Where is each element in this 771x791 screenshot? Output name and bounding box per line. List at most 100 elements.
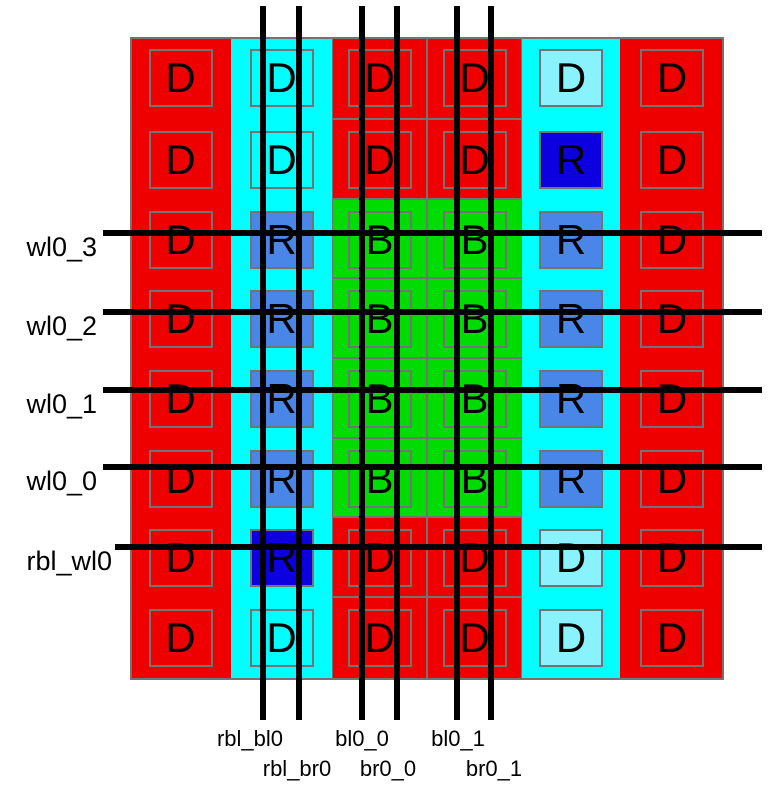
cell-d-r8c6: D — [640, 609, 704, 667]
cell-letter: R — [555, 216, 587, 263]
cell-d-r6c1: D — [148, 450, 213, 508]
bitline-rbl_br0 — [296, 6, 302, 720]
bitline-label-br0_0: br0_0 — [359, 756, 417, 781]
wordline-wl0_1 — [103, 387, 762, 393]
cell-d-r4c6: D — [640, 290, 704, 348]
wordline-label-wl0_3: wl0_3 — [26, 232, 97, 262]
cell-letter: D — [266, 54, 297, 101]
cell-letter: D — [656, 614, 688, 661]
cell-frame — [332, 278, 427, 358]
bitline-br0_1 — [488, 6, 494, 720]
cell-b-r3c4: B — [442, 211, 507, 269]
cell-frame — [427, 278, 522, 358]
cell-letter: D — [555, 534, 587, 581]
bitline-br0_0 — [394, 6, 400, 720]
cell-d-r2c4: D — [442, 131, 507, 189]
cell-frame — [332, 119, 427, 199]
cell-b-r5c4: B — [442, 370, 507, 428]
cell-letter: D — [364, 614, 395, 661]
cell-frame — [427, 438, 522, 517]
cell-d-r2c3: D — [347, 131, 412, 189]
cell-frame — [427, 119, 522, 199]
cell-d-r8c3: D — [347, 609, 412, 667]
wordline-wl0_0 — [103, 464, 762, 470]
cell-letter: R — [266, 216, 297, 263]
bitline-bl0_0 — [359, 6, 365, 720]
cell-letter: R — [266, 295, 297, 342]
cell-b-r3c3: B — [347, 211, 412, 269]
cell-letter: D — [656, 54, 688, 101]
cell-d-r8c4: D — [442, 609, 507, 667]
cell-letter: D — [459, 614, 490, 661]
cell-letter: D — [165, 375, 196, 422]
wordline-label-rbl_wl0: rbl_wl0 — [26, 546, 112, 576]
cell-b-r4c4: B — [442, 290, 507, 348]
cell-letter: R — [266, 534, 297, 581]
cell-d-r1c6: D — [640, 49, 704, 107]
cell-d-r7c1: D — [148, 529, 213, 587]
cell-letter: R — [555, 375, 587, 422]
cell-d-r1c4: D — [442, 49, 507, 107]
cell-letter: D — [459, 54, 490, 101]
cell-letter: B — [460, 295, 489, 342]
cell-d-r2c1: D — [148, 131, 213, 189]
bitline-rbl_bl0 — [260, 6, 266, 720]
cell-letter: R — [555, 295, 587, 342]
cell-d-r7c6: D — [640, 529, 704, 587]
wordline-label-wl0_0: wl0_0 — [26, 466, 97, 496]
cell-frame — [332, 358, 427, 438]
cell-letter: D — [165, 136, 196, 183]
cell-d-r2c6: D — [640, 131, 704, 189]
cell-letter: D — [656, 136, 688, 183]
cell-letter: D — [165, 614, 196, 661]
bitline-label-rbl_br0: rbl_br0 — [262, 756, 332, 781]
cell-frame — [332, 438, 427, 517]
cell-r-r4c5: R — [539, 290, 603, 348]
cell-letter: D — [459, 136, 490, 183]
wordline-label-wl0_1: wl0_1 — [26, 389, 97, 419]
cell-letter: D — [555, 614, 587, 661]
cell-d-r5c6: D — [640, 370, 704, 428]
cell-r-r7c2: R — [249, 529, 314, 587]
cell-letter: D — [656, 295, 688, 342]
cell-b-r5c3: B — [347, 370, 412, 428]
bitline-label-rbl_bl0: rbl_bl0 — [216, 726, 284, 751]
cell-letter: B — [365, 295, 394, 342]
cell-letter: D — [656, 216, 688, 263]
cell-r-r5c5: R — [539, 370, 603, 428]
bitline-label-bl0_1: bl0_1 — [431, 726, 485, 751]
cell-letter: B — [365, 216, 394, 263]
wordline-wl0_2 — [103, 309, 762, 315]
cell-frame — [332, 517, 427, 597]
cell-letter: D — [364, 136, 395, 183]
cell-letter: D — [364, 54, 395, 101]
cell-frame — [427, 199, 522, 278]
cell-frame — [427, 517, 522, 597]
cell-letter: D — [266, 136, 297, 183]
bitline-bl0_1 — [454, 6, 460, 720]
cell-letter: D — [656, 534, 688, 581]
bitline-label-bl0_0: bl0_0 — [335, 726, 389, 751]
wordline-label-wl0_2: wl0_2 — [26, 311, 97, 341]
cell-letter: D — [364, 534, 395, 581]
cell-frame — [332, 199, 427, 278]
array-border — [130, 37, 724, 680]
cell-d-r4c1: D — [148, 290, 213, 348]
cell-d-r8c5: D — [539, 609, 603, 667]
cell-letter: D — [165, 54, 196, 101]
cell-letter: D — [165, 534, 196, 581]
cell-letter: R — [555, 136, 587, 183]
cell-d-r7c5: D — [539, 529, 603, 587]
cell-d-r3c1: D — [148, 211, 213, 269]
cell-frame — [427, 358, 522, 438]
wordline-rbl_wl0 — [115, 544, 762, 550]
cell-letter: D — [266, 614, 297, 661]
cell-letter: D — [165, 295, 196, 342]
cell-r-r3c5: R — [539, 211, 603, 269]
cell-d-r7c3: D — [347, 529, 412, 587]
cell-d-r8c1: D — [148, 609, 213, 667]
cell-letter: D — [165, 216, 196, 263]
cell-b-r4c3: B — [347, 290, 412, 348]
cell-letter: B — [460, 216, 489, 263]
cell-d-r1c1: D — [148, 49, 213, 107]
